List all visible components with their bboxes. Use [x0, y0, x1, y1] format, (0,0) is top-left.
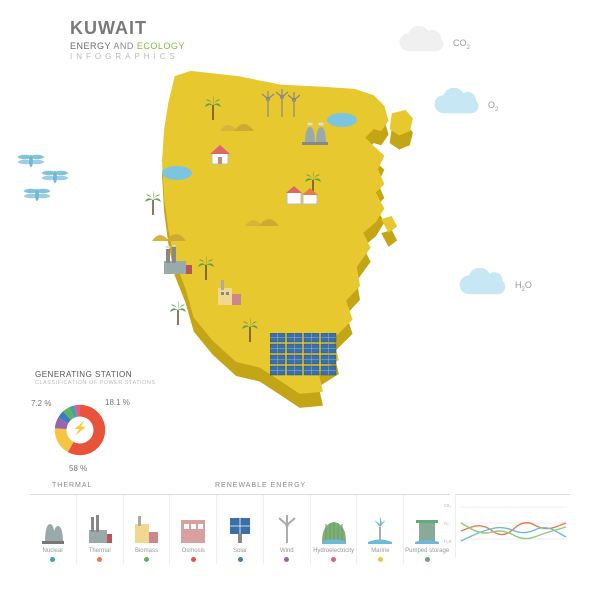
legend-dot: [238, 557, 243, 562]
legend-dot: [144, 557, 149, 562]
axis-label-h2o: h₂o: [444, 539, 452, 545]
legend-label: Nuclear: [43, 548, 64, 554]
donut-subtitle: CLASSIFICATION OF POWER STATIONS: [35, 380, 205, 386]
legend-osmosis: Osmosis: [169, 495, 216, 564]
donut-pct-label: 18.1 %: [105, 398, 130, 407]
legend-label: Osmosis: [182, 548, 205, 554]
section-label-renewable: RENEWABLE ENERGY: [215, 482, 306, 489]
subtitle-energy: ENERGY: [70, 41, 111, 51]
subtitle: ENERGY AND ECOLOGY: [70, 41, 185, 51]
legend-icon-row: Nuclear Thermal Biomass Osmosis Solar Wind Hyd…: [30, 494, 450, 564]
donut-pct-label: 58 %: [69, 464, 87, 473]
legend-dot: [284, 557, 289, 562]
legend-strip: THERMAL RENEWABLE ENERGY Nuclear Thermal B…: [30, 484, 570, 564]
legend-dot: [191, 557, 196, 562]
axis-label-co2: co₂: [444, 503, 451, 509]
legend-dot: [97, 557, 102, 562]
donut-pct-label: 7.2 %: [31, 399, 51, 408]
legend-solar: Solar: [216, 495, 263, 564]
legend-label: Thermal: [89, 548, 111, 554]
map-dunes-icon: [245, 210, 279, 226]
legend-label: Biomass: [135, 548, 158, 554]
cloud-label: H2O: [515, 280, 532, 293]
map-dunes-icon: [220, 115, 254, 131]
donut-chart-section: GENERATING STATION CLASSIFICATION OF POW…: [35, 370, 205, 466]
donut-chart: ⚡ 7.2 %18.1 %58 %: [35, 394, 135, 466]
section-label-thermal: THERMAL: [52, 482, 92, 489]
map-palm-icon: [170, 300, 186, 326]
donut-center-icon: ⚡: [69, 421, 91, 435]
legend-label: Pumped storage: [405, 548, 449, 554]
cloud-icon: CO2: [395, 26, 449, 58]
map-house-icon: [208, 143, 232, 165]
legend-dot: [331, 557, 336, 562]
cloud-label: O2: [488, 100, 498, 113]
map-dunes-icon: [152, 225, 186, 241]
map-lake-icon: [325, 110, 359, 128]
axis-label-o2: o₂: [444, 521, 449, 527]
map-biomass-icon: [215, 278, 243, 306]
map-lake-icon: [160, 163, 194, 181]
subtitle-and: AND: [113, 41, 134, 51]
map-palm-icon: [205, 95, 221, 121]
country-title: KUWAIT: [70, 18, 185, 39]
dragonfly-icon: [22, 184, 52, 206]
map-nuclear-icon: [300, 117, 330, 145]
map-solar-grid-icon: [270, 333, 340, 377]
legend-dot: [425, 557, 430, 562]
legend-hydro: Hydroelectricity: [310, 495, 357, 564]
map-palm-icon: [145, 190, 161, 216]
legend-pumped: Pumped storage: [403, 495, 450, 564]
legend-biomass: Biomass: [123, 495, 170, 564]
legend-marine: Marine: [356, 495, 403, 564]
legend-label: Wind: [280, 548, 294, 554]
legend-label: Solar: [233, 548, 247, 554]
map-thermal-icon: [160, 245, 194, 275]
legend-nuclear: Nuclear: [30, 495, 76, 564]
legend-dot: [378, 557, 383, 562]
legend-wind: Wind: [263, 495, 310, 564]
map-house2-icon: [285, 183, 319, 205]
legend-label: Marine: [371, 548, 389, 554]
map-palm-icon: [198, 255, 214, 281]
legend-thermal: Thermal: [76, 495, 123, 564]
legend-dot: [50, 557, 55, 562]
cloud-label: CO2: [453, 38, 470, 51]
mini-line-chart: co₂ o₂ h₂o: [455, 494, 570, 558]
donut-title: GENERATING STATION: [35, 370, 205, 379]
subtitle-ecology: ECOLOGY: [137, 41, 185, 51]
map-palm-icon: [242, 317, 258, 343]
country-map: [90, 55, 450, 415]
cloud-icon: H2O: [455, 268, 511, 302]
legend-label: Hydroelectricity: [313, 548, 354, 554]
map-wind-icon: [260, 85, 300, 119]
